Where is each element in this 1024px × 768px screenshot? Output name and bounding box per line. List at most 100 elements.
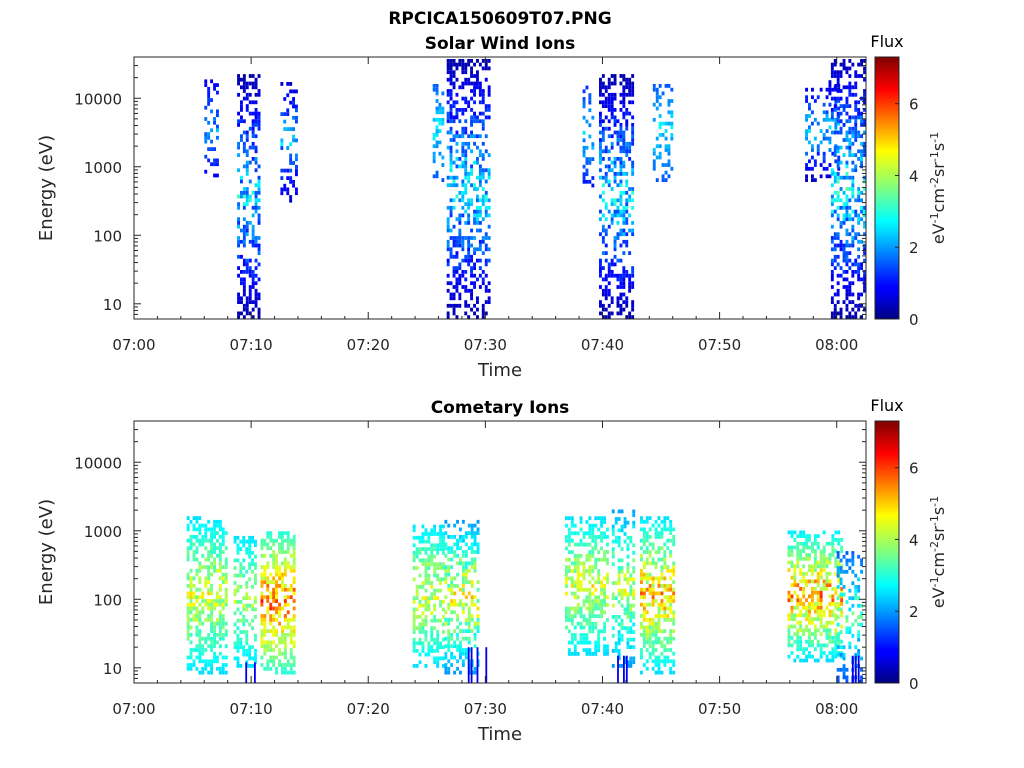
heatmap-cell <box>467 77 471 82</box>
heatmap-cell <box>456 614 459 618</box>
heatmap-cell <box>221 633 225 637</box>
heatmap-cell <box>860 74 863 78</box>
heatmap-cell <box>606 618 609 622</box>
heatmap-cell <box>204 666 208 671</box>
heatmap-cell <box>218 614 222 618</box>
heatmap-cell <box>198 561 202 566</box>
heatmap-cell <box>430 554 434 559</box>
heatmap-cell <box>657 640 661 645</box>
heatmap-cell <box>464 285 468 289</box>
heatmap-cell <box>436 633 440 638</box>
heatmap-cell <box>672 572 676 577</box>
heatmap-cell <box>459 648 462 652</box>
heatmap-cell <box>207 135 211 140</box>
heatmap-cell <box>613 108 617 112</box>
heatmap-cell <box>601 228 605 233</box>
heatmap-cell <box>433 532 437 536</box>
heatmap-cell <box>242 236 246 240</box>
heatmap-cell <box>860 266 863 270</box>
heatmap-cell <box>599 273 602 278</box>
heatmap-cell <box>216 599 219 603</box>
heatmap-cell <box>848 141 852 146</box>
heatmap-cell <box>452 311 456 316</box>
heatmap-cell <box>854 655 857 683</box>
heatmap-cell <box>266 561 270 566</box>
heatmap-cell <box>570 538 574 543</box>
heatmap-cell <box>424 539 428 544</box>
heatmap-cell <box>845 134 849 139</box>
heatmap-cell <box>438 129 442 133</box>
heatmap-cell <box>790 636 794 640</box>
heatmap-cell <box>651 561 655 566</box>
heatmap-cell <box>610 160 614 165</box>
heatmap-cell <box>458 277 462 282</box>
y-tick-label: 1000 <box>84 523 122 541</box>
heatmap-cell <box>418 626 422 631</box>
heatmap-cell <box>281 584 284 588</box>
heatmap-cell <box>452 183 456 188</box>
heatmap-cell <box>424 630 428 634</box>
heatmap-cell <box>654 648 658 652</box>
heatmap-cell <box>645 617 649 622</box>
heatmap-cell <box>642 542 646 547</box>
heatmap-cell <box>839 667 843 672</box>
heatmap-cell <box>224 629 228 633</box>
heatmap-cell <box>459 527 462 532</box>
heatmap-cell <box>450 557 454 562</box>
heatmap-cell <box>822 151 826 156</box>
heatmap-cell <box>808 568 811 572</box>
heatmap-cell <box>210 572 213 577</box>
heatmap-cell <box>620 618 624 623</box>
heatmap-cell <box>438 117 442 122</box>
heatmap-cell <box>476 157 479 161</box>
heatmap-cell <box>433 660 437 665</box>
heatmap-cell <box>660 606 664 611</box>
heatmap-cell <box>263 666 267 671</box>
heatmap-cell <box>452 236 456 240</box>
heatmap-cell <box>289 157 293 162</box>
heatmap-cell <box>286 168 290 173</box>
heatmap-cell <box>473 535 477 539</box>
heatmap-cell <box>787 632 791 636</box>
heatmap-cell <box>822 545 826 550</box>
heatmap-cell <box>848 213 852 218</box>
heatmap-cell <box>607 96 611 101</box>
heatmap-cell <box>863 288 866 293</box>
heatmap-cell <box>648 516 652 520</box>
heatmap-cell <box>476 59 479 63</box>
heatmap-cell <box>613 179 617 184</box>
heatmap-cell <box>449 92 453 97</box>
heatmap-cell <box>793 632 797 636</box>
heatmap-cell <box>275 580 278 584</box>
heatmap-cell <box>790 564 794 569</box>
heatmap-cell <box>626 581 630 585</box>
heatmap-cell <box>570 591 574 596</box>
heatmap-cell <box>461 194 465 199</box>
heatmap-cell <box>236 656 240 661</box>
heatmap-cell <box>848 315 852 319</box>
heatmap-cell <box>848 243 852 248</box>
heatmap-cell <box>470 89 473 93</box>
heatmap-cell <box>657 523 661 528</box>
heatmap-cell <box>611 664 615 668</box>
heatmap-cell <box>582 104 586 109</box>
heatmap-cell <box>281 670 284 675</box>
heatmap-cell <box>266 580 270 584</box>
heatmap-cell <box>461 606 465 611</box>
heatmap-cell <box>210 147 213 151</box>
heatmap-cell <box>857 221 861 225</box>
heatmap-cell <box>617 509 621 514</box>
heatmap-cell <box>834 590 838 595</box>
heatmap-cell <box>476 205 479 210</box>
heatmap-cell <box>248 126 252 131</box>
heatmap-cell <box>601 303 605 308</box>
heatmap-cell <box>588 629 592 634</box>
heatmap-cell <box>447 629 451 633</box>
heatmap-cell <box>622 164 626 169</box>
heatmap-cell <box>295 119 298 124</box>
heatmap-cell <box>186 527 190 532</box>
heatmap-cell <box>813 117 817 122</box>
heatmap-cell <box>245 662 248 683</box>
heatmap-cell <box>588 603 592 607</box>
heatmap-cell <box>825 605 829 610</box>
